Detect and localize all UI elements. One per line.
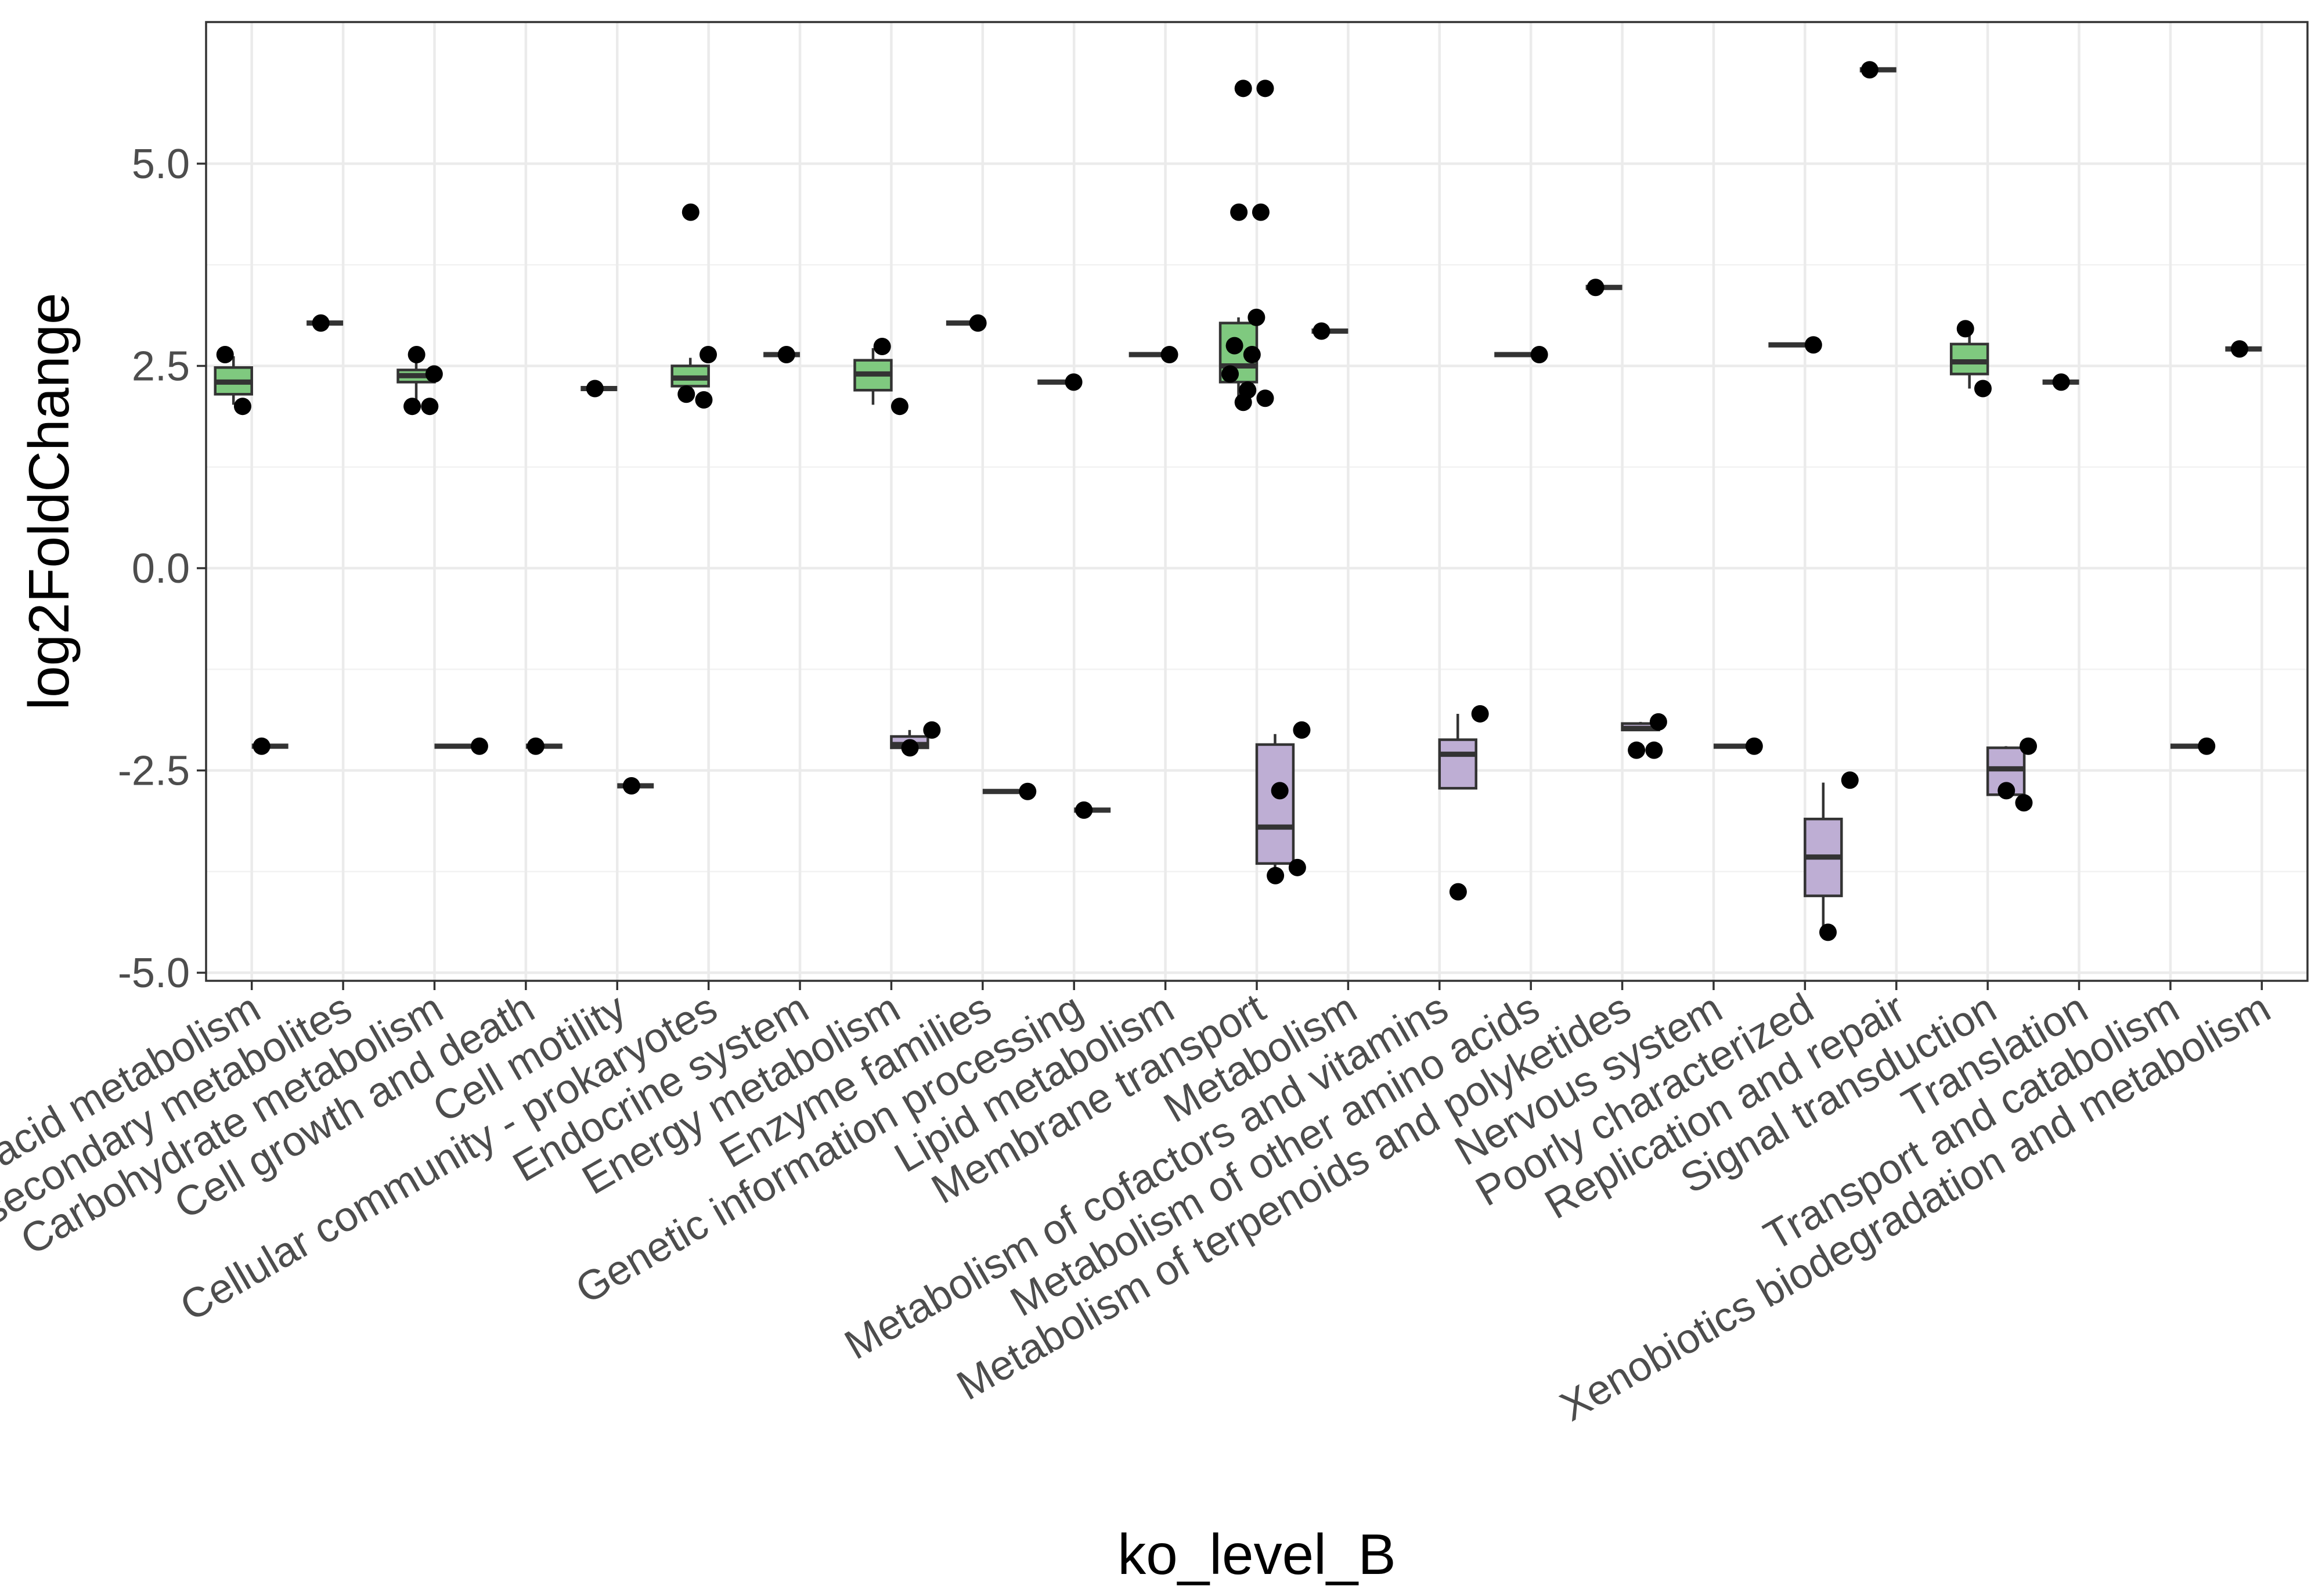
data-point [421,398,439,416]
data-point [1471,705,1489,723]
data-point [1065,373,1083,391]
y-tick-label: 0.0 [132,546,190,592]
box-body [1438,738,1477,790]
data-point [1628,741,1646,759]
data-point [1256,389,1274,407]
data-point [622,777,640,795]
data-point [1019,782,1037,800]
data-point [2198,737,2216,755]
data-point [2020,737,2038,755]
data-point [1530,345,1548,363]
data-point [700,345,717,363]
data-point [1449,883,1467,901]
data-point [1974,380,1992,398]
y-tick-label: -5.0 [118,950,190,996]
data-point [873,338,891,356]
data-point [890,398,908,416]
data-point [425,365,443,383]
data-point [408,345,426,363]
data-point [1247,308,1265,326]
data-point [1587,279,1605,297]
data-point [1221,365,1239,383]
data-point [216,345,234,363]
data-point [1230,203,1248,221]
data-point [1075,801,1093,819]
box-down-17 [1804,782,1843,933]
point-layer [216,61,2248,941]
box-up-19 [1949,331,1989,389]
y-tick-label: 5.0 [132,141,190,187]
y-axis: 5.0 2.5 0.0 -2.5 -5.0 [118,141,206,996]
data-point [1252,203,1270,221]
data-point [1293,721,1311,739]
grid-lines [206,22,2307,981]
data-point [2015,794,2033,812]
data-point [923,721,941,739]
box-down-11 [1255,734,1295,876]
data-point [403,398,421,416]
data-point [1841,771,1859,789]
data-point [695,391,713,409]
data-point [1288,858,1306,876]
box-down-13 [1438,713,1477,790]
data-point [1745,737,1763,755]
data-point [1804,336,1822,354]
data-point [969,314,987,332]
data-point [677,385,695,403]
data-point [253,737,271,755]
data-point [901,739,919,757]
box-up-7 [853,348,893,405]
data-point [2052,373,2070,391]
data-point [233,398,251,416]
data-point [1956,320,1974,338]
data-point [312,314,330,332]
data-point [1160,345,1178,363]
x-axis-title: ko_level_B [1117,1522,1396,1586]
data-point [1256,80,1274,98]
data-point [1267,866,1285,884]
data-point [1645,741,1663,759]
data-point [586,380,604,398]
y-axis-title: log2FoldChange [17,293,81,710]
data-point [470,737,488,755]
box-body [1255,743,1295,865]
data-point [1313,322,1331,340]
box-body [1949,342,1989,375]
box-up-5 [670,358,710,399]
y-tick-label: -2.5 [118,748,190,795]
data-point [1225,337,1243,355]
data-point [1998,782,2015,800]
data-point [1819,923,1837,941]
data-point [1243,345,1261,363]
data-point [1234,80,1252,98]
data-point [1861,61,1878,79]
data-point [2230,340,2248,358]
data-point [1271,782,1289,800]
data-point [682,203,700,221]
data-point [1649,713,1667,731]
box-up-0 [214,356,253,405]
data-point [777,345,795,363]
box-layer [214,67,2262,933]
data-point [1234,393,1252,411]
data-point [527,737,545,755]
y-tick-label: 2.5 [132,343,190,389]
